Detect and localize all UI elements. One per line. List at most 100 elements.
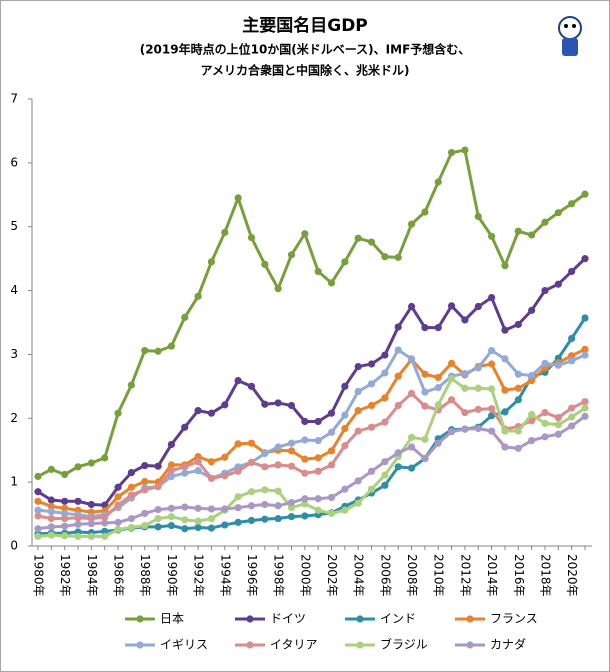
data-point <box>407 464 416 472</box>
chart-subtitle: アメリカ合衆国と中国除く、兆米ドル) <box>201 63 410 78</box>
data-point <box>407 302 416 311</box>
data-point <box>434 373 442 382</box>
data-point <box>261 500 269 509</box>
data-point <box>488 232 496 240</box>
data-point <box>247 488 256 496</box>
data-point <box>528 306 536 314</box>
data-point <box>434 439 442 447</box>
data-point <box>541 419 549 427</box>
x-tick-label: 2012年 <box>458 554 472 597</box>
data-point <box>488 405 496 413</box>
legend-swatch <box>136 641 144 649</box>
data-point <box>461 384 469 392</box>
data-point <box>381 471 389 479</box>
data-point <box>194 517 202 525</box>
data-point <box>301 417 309 426</box>
data-point <box>234 440 242 448</box>
data-point <box>221 401 229 409</box>
data-point <box>407 355 416 363</box>
data-point <box>528 377 536 385</box>
data-point <box>274 285 282 293</box>
data-point <box>287 447 296 455</box>
data-point <box>341 485 349 493</box>
y-tick-label: 2 <box>10 411 18 425</box>
x-tick-label: 2010年 <box>432 554 446 597</box>
y-tick-label: 1 <box>10 475 18 489</box>
data-point <box>34 506 42 514</box>
data-point <box>541 359 549 367</box>
data-point <box>554 414 562 422</box>
x-tick-label: 1984年 <box>85 554 99 597</box>
data-point <box>367 485 376 493</box>
data-point <box>434 384 442 392</box>
legend-swatch <box>356 641 364 649</box>
data-point <box>221 505 229 513</box>
legend-label: イギリス <box>160 638 208 652</box>
x-tick-label: 2000年 <box>298 554 312 597</box>
data-point <box>528 410 536 419</box>
x-tick-label: 1994年 <box>218 554 232 597</box>
data-point <box>327 509 336 518</box>
data-point <box>181 423 189 431</box>
legend-swatch <box>466 615 474 623</box>
data-point <box>394 449 402 457</box>
data-point <box>61 532 69 540</box>
data-point <box>234 504 242 512</box>
data-point <box>34 472 42 480</box>
data-point <box>381 458 389 466</box>
data-point <box>501 427 509 435</box>
legend-swatch <box>136 615 144 623</box>
data-point <box>568 267 576 276</box>
data-point <box>568 357 576 365</box>
legend-label: ドイツ <box>270 612 306 626</box>
data-point <box>181 313 189 321</box>
data-point <box>421 388 429 396</box>
legend-swatch <box>356 615 364 623</box>
data-point <box>74 532 82 541</box>
data-point <box>581 412 589 420</box>
data-point <box>221 472 229 480</box>
data-point <box>34 512 42 520</box>
data-point <box>327 461 336 469</box>
x-tick-label: 2006年 <box>378 554 392 597</box>
x-tick-label: 1996年 <box>245 554 259 597</box>
data-point <box>287 462 296 470</box>
data-point <box>234 518 242 526</box>
data-point <box>514 427 522 435</box>
data-point <box>141 486 149 494</box>
data-point <box>554 421 562 429</box>
data-point <box>367 360 376 368</box>
data-point <box>581 345 589 353</box>
data-point <box>154 462 162 470</box>
data-point <box>381 481 389 489</box>
data-point <box>47 531 55 539</box>
data-point <box>341 258 349 266</box>
data-point <box>234 194 242 202</box>
data-point <box>154 483 162 491</box>
data-point <box>421 324 429 332</box>
data-point <box>261 400 269 408</box>
x-tick-label: 2008年 <box>405 554 419 597</box>
data-point <box>274 487 282 495</box>
data-point <box>61 509 69 518</box>
data-point <box>114 409 122 417</box>
data-point <box>234 493 242 501</box>
data-point <box>407 389 416 397</box>
data-point <box>327 493 336 502</box>
data-point <box>274 461 282 469</box>
data-point <box>314 417 322 426</box>
x-tick-label: 2020年 <box>565 554 579 597</box>
legend-swatch <box>466 641 474 649</box>
data-point <box>474 405 482 413</box>
data-point <box>314 495 322 503</box>
data-point <box>514 396 522 404</box>
data-point <box>101 454 109 462</box>
data-point <box>421 435 429 443</box>
data-point <box>87 514 95 523</box>
data-point <box>127 523 135 532</box>
data-point <box>114 493 122 501</box>
data-point <box>101 527 109 535</box>
data-point <box>87 459 95 467</box>
x-tick-label: 2004年 <box>352 554 366 597</box>
